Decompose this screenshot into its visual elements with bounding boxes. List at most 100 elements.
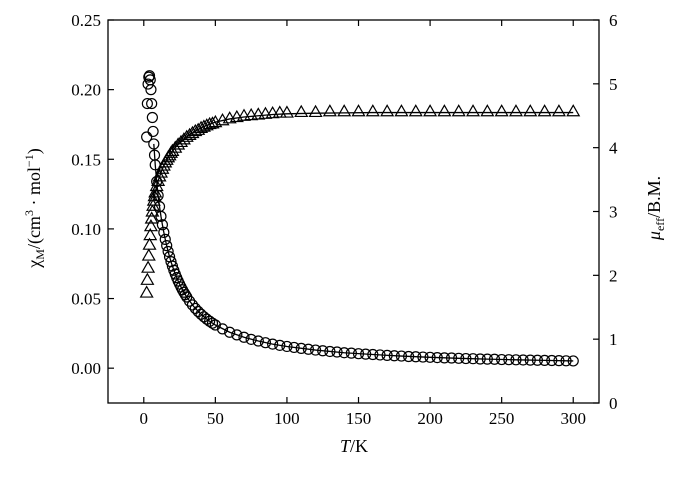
data-point-triangle	[494, 104, 509, 117]
y-left-tick-label: 0.05	[71, 290, 101, 309]
data-point-circle	[146, 111, 158, 124]
data-point-triangle	[523, 104, 538, 117]
data-point-circle	[158, 226, 170, 238]
data-point-triangle	[141, 248, 156, 261]
data-point-triangle	[251, 107, 266, 120]
y-left-tick-label: 0.00	[71, 359, 101, 378]
y-right-tick-label: 0	[609, 394, 618, 413]
data-point-triangle	[143, 227, 158, 241]
x-axis: 0 50 100 150 200 250 300	[140, 20, 586, 428]
x-tick-label: 150	[346, 409, 372, 428]
series-0	[141, 70, 579, 367]
y-left-label-unit-end: )	[24, 148, 45, 154]
data-point-circle	[146, 97, 158, 110]
data-point-circle	[252, 335, 264, 347]
y-left-tick-label: 0.25	[71, 11, 101, 30]
series-1	[139, 104, 581, 298]
y-right-label-unit: /B.M.	[644, 176, 664, 218]
data-point-triangle	[146, 193, 161, 206]
plot-border	[107, 19, 600, 404]
series-2	[153, 143, 574, 362]
data-point-triangle	[151, 173, 166, 186]
x-tick-label: 250	[489, 409, 515, 428]
data-point-circle	[216, 323, 229, 335]
data-point-triangle	[265, 105, 280, 119]
y-right-axis: 0 1 2 3 4 5 6	[593, 11, 618, 413]
y-right-axis-label: μeff/B.M.	[644, 176, 667, 241]
data-point-triangle	[408, 104, 423, 117]
data-point-triangle	[537, 104, 552, 117]
data-point-circle	[161, 240, 173, 252]
data-point-circle	[143, 70, 156, 82]
x-tick-label: 300	[560, 409, 586, 428]
data-point-triangle	[380, 104, 395, 117]
data-point-circle	[245, 333, 257, 345]
data-point-triangle	[394, 104, 409, 117]
data-point-triangle	[236, 108, 252, 121]
y-left-label-sup-1: 3	[22, 210, 36, 216]
y-right-tick-label: 1	[609, 330, 618, 349]
data-point-circle	[141, 97, 153, 110]
data-point-triangle	[279, 105, 294, 118]
data-point-circle	[259, 337, 272, 349]
y-left-label-sup-2: −1	[22, 154, 36, 167]
data-point-circle	[224, 326, 236, 338]
series-layer	[139, 70, 581, 367]
y-right-tick-label: 5	[609, 75, 618, 94]
data-point-triangle	[451, 104, 466, 117]
y-right-tick-label: 4	[609, 139, 618, 158]
data-point-triangle	[143, 218, 158, 232]
data-point-circle	[156, 219, 168, 231]
y-right-tick-label: 2	[609, 266, 618, 285]
fit-line	[153, 111, 574, 201]
data-point-circle	[145, 84, 157, 96]
y-right-label-subscript: eff	[653, 218, 667, 231]
series-3	[153, 111, 574, 201]
y-right-label-mu: μ	[644, 231, 664, 241]
data-point-triangle	[144, 211, 159, 224]
x-tick-label: 200	[417, 409, 443, 428]
data-point-triangle	[508, 104, 524, 117]
x-axis-label-unit: /K	[350, 436, 368, 456]
y-left-tick-label: 0.20	[71, 81, 101, 100]
data-point-circle	[141, 131, 153, 143]
data-point-triangle	[153, 165, 168, 178]
data-point-triangle	[480, 104, 495, 117]
data-point-triangle	[272, 105, 287, 118]
data-point-circle	[204, 315, 216, 327]
fit-line	[153, 143, 574, 362]
data-point-triangle	[308, 104, 323, 118]
data-point-circle	[274, 339, 286, 351]
data-point-triangle	[165, 143, 180, 156]
data-point-triangle	[365, 104, 380, 117]
y-left-axis-label: χM/(cm3 · mol−1)	[22, 148, 47, 268]
y-left-tick-label: 0.10	[71, 220, 101, 239]
data-point-triangle	[294, 104, 309, 118]
x-tick-label: 50	[207, 409, 224, 428]
data-point-triangle	[423, 104, 438, 117]
y-left-label-unit-start: /(cm	[24, 216, 45, 249]
data-point-circle	[186, 299, 199, 311]
y-right-tick-label: 6	[609, 11, 618, 30]
x-tick-label: 0	[140, 409, 149, 428]
x-axis-label: T/K	[340, 436, 368, 456]
data-point-triangle	[176, 132, 191, 145]
data-point-triangle	[258, 106, 273, 119]
x-axis-label-variable: T	[340, 436, 352, 456]
data-point-circle	[231, 329, 243, 341]
data-point-circle	[183, 295, 196, 307]
x-tick-label: 100	[274, 409, 300, 428]
data-point-circle	[162, 245, 174, 258]
data-point-triangle	[140, 272, 155, 285]
y-left-label-chi: χ	[24, 260, 44, 269]
data-point-triangle	[351, 104, 366, 117]
data-point-triangle	[337, 104, 352, 117]
data-point-triangle	[322, 104, 337, 117]
y-left-label-unit-mid: · mol	[24, 167, 44, 210]
data-point-circle	[267, 338, 279, 350]
y-right-tick-label: 3	[609, 203, 618, 222]
data-point-triangle	[566, 104, 581, 117]
y-left-axis: 0.00 0.05 0.10 0.15 0.20 0.25	[71, 11, 114, 378]
data-point-triangle	[551, 104, 566, 117]
